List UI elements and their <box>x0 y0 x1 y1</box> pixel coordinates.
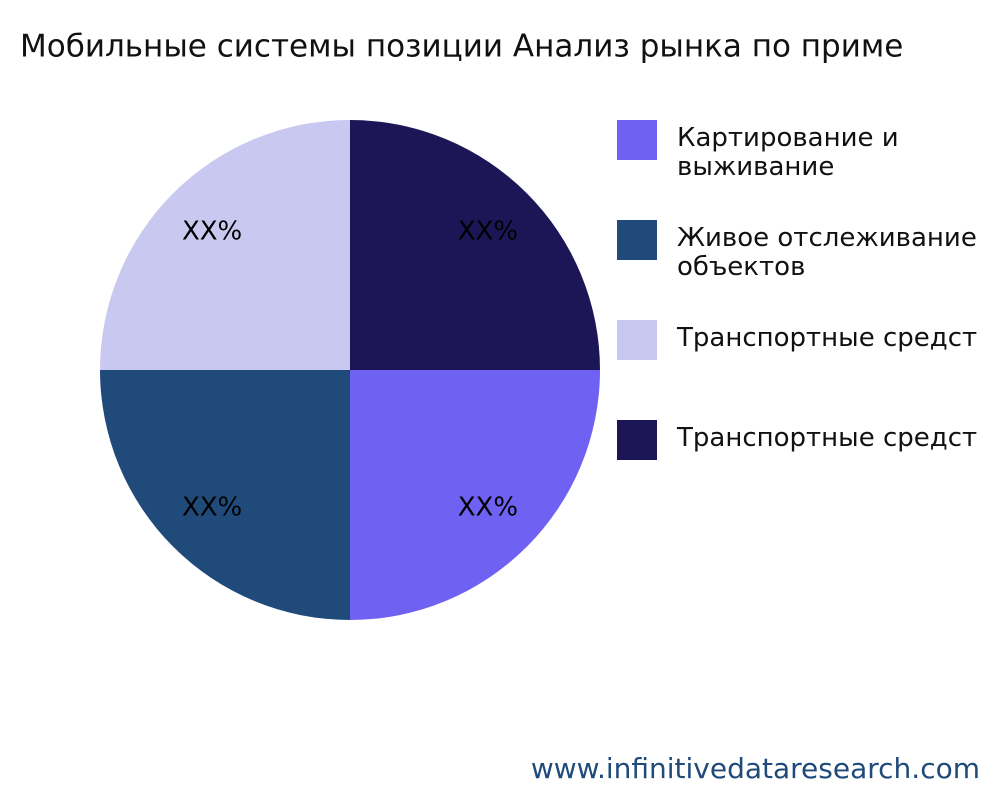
legend-swatch <box>617 120 657 160</box>
pie-slice <box>350 370 600 620</box>
data-label: XX% <box>182 492 242 522</box>
legend-swatch <box>617 320 657 360</box>
pie-slice <box>100 370 350 620</box>
legend-item: Транспортные средст <box>617 420 1000 460</box>
data-label: XX% <box>458 217 518 247</box>
data-label: XX% <box>458 492 518 522</box>
legend-swatch <box>617 420 657 460</box>
legend-item: Картирование и выживание <box>617 120 1000 182</box>
legend-item: Живое отслеживание объектов <box>617 220 1000 282</box>
legend-swatch <box>617 220 657 260</box>
legend-label: Транспортные средст <box>677 423 978 453</box>
source: www.infinitivedataresearch.com <box>531 752 980 785</box>
legend-label: Картирование и выживание <box>677 123 899 182</box>
legend-label: Живое отслеживание объектов <box>677 223 977 282</box>
data-label: XX% <box>182 217 242 247</box>
pie-slice <box>350 120 600 370</box>
chart-title: Мобильные системы позиции Анализ рынка п… <box>20 29 903 65</box>
pie-slice <box>100 120 350 370</box>
legend-item: Транспортные средст <box>617 320 1000 360</box>
legend-label: Транспортные средст <box>677 323 978 353</box>
